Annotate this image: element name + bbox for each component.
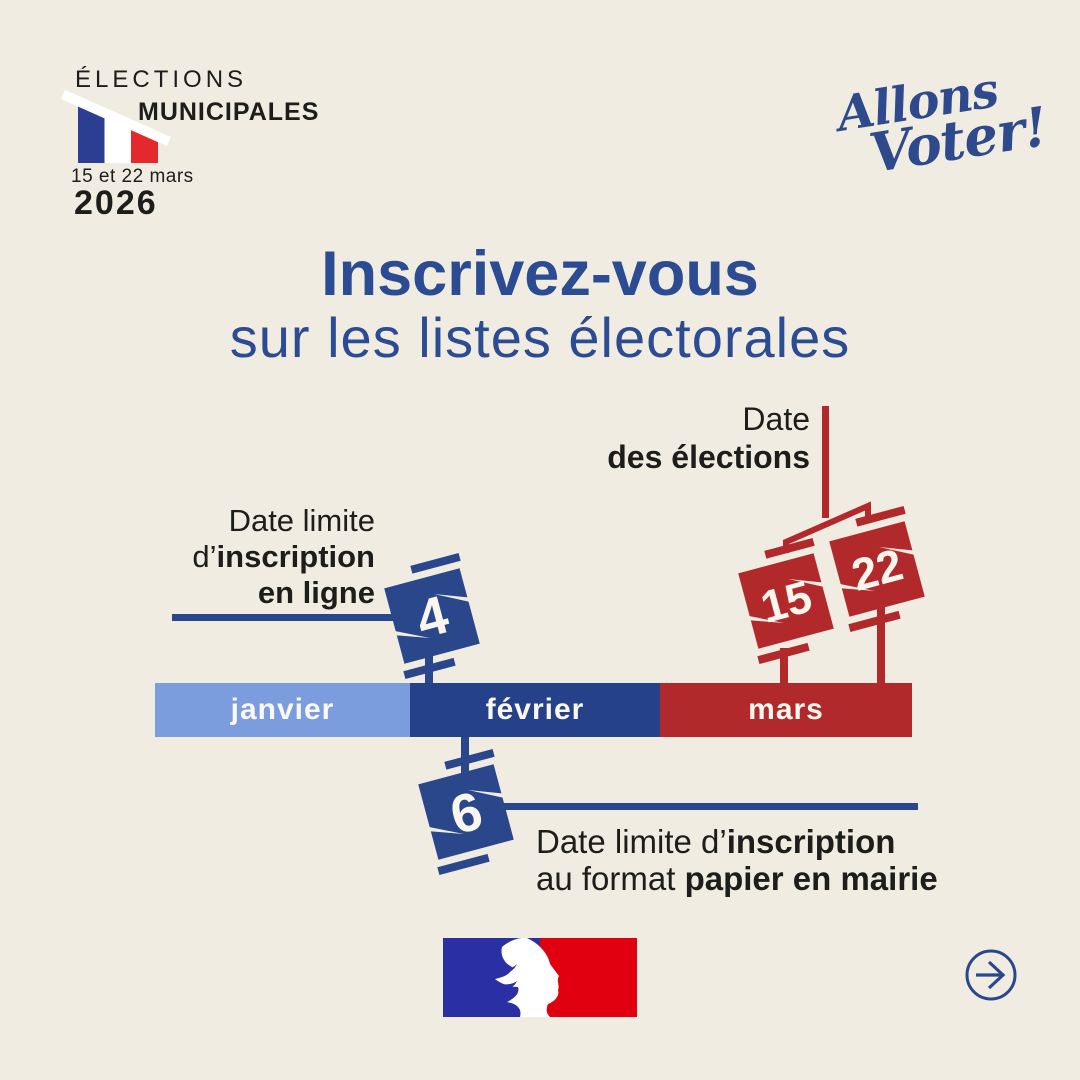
next-arrow-button[interactable] <box>963 947 1019 1003</box>
header-dates: 15 et 22 mars <box>71 166 194 187</box>
online-deadline-line1: Date limite <box>228 503 375 538</box>
badge-day-15: 15 <box>734 537 838 665</box>
page-title: Inscrivez-vous <box>321 239 759 309</box>
republique-francaise-marianne-icon <box>443 938 637 1017</box>
paper-deadline-pointer-line <box>500 803 918 810</box>
paper-deadline-line2-pre: au format <box>536 860 685 897</box>
online-deadline-line2-pre: d’ <box>192 539 217 574</box>
badge-day-22: 22 <box>825 505 929 633</box>
paper-deadline-line2-bold: papier en mairie <box>684 860 938 897</box>
election-date-label-line1: Date <box>742 401 810 437</box>
day22-stem <box>877 606 885 684</box>
paper-deadline-line2: au format papier en mairie <box>536 860 956 897</box>
online-deadline-label: Date limite d’inscription en ligne <box>95 503 375 611</box>
online-deadline-line2: d’inscription <box>95 539 375 575</box>
election-date-label: Date des élections <box>500 400 810 476</box>
elections-eyebrow: ÉLECTIONS <box>75 66 248 93</box>
day6-stem <box>461 737 469 773</box>
page-subtitle: sur les listes électorales <box>229 306 851 369</box>
badge-day-6: 6 <box>414 748 518 876</box>
header-year: 2026 <box>74 184 158 222</box>
election-date-connector-line <box>822 406 829 518</box>
timeline-segment-mars: mars <box>660 683 912 737</box>
badge-day-4: 4 <box>380 552 484 680</box>
election-date-label-line2: des élections <box>607 439 810 475</box>
arrow-circle <box>965 949 1017 1001</box>
paper-deadline-line1-pre: Date limite d’ <box>536 823 727 860</box>
online-deadline-line3: en ligne <box>257 575 375 610</box>
online-deadline-line2-bold: inscription <box>216 539 375 574</box>
paper-deadline-label: Date limite d’inscription au format papi… <box>536 823 956 897</box>
timeline-segment-fevrier: février <box>410 683 660 737</box>
day15-stem <box>780 648 788 684</box>
paper-deadline-line1: Date limite d’inscription <box>536 823 956 860</box>
paper-deadline-line1-bold: inscription <box>726 823 896 860</box>
allons-voter-logo: Allons Voter! <box>820 59 1051 186</box>
timeline-segment-janvier: janvier <box>155 683 410 737</box>
arrow-right-icon <box>976 960 1006 990</box>
timeline-bar: janvier février mars <box>155 683 912 737</box>
online-deadline-pointer-line <box>172 614 420 621</box>
municipales-title: MUNICIPALES <box>138 98 320 126</box>
